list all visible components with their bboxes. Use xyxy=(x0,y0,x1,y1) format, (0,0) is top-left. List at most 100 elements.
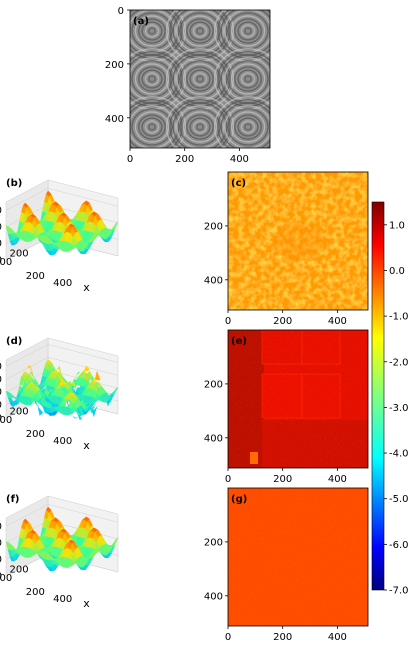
speckle-noise xyxy=(130,10,270,148)
panel-e-axes: 200 400 0 200 400 xyxy=(204,379,347,485)
z-tick-label: 0 xyxy=(0,571,2,582)
surface-patch xyxy=(74,371,81,381)
panel-a: (a) 0 200 400 0 200 400 xyxy=(105,6,271,165)
panel-g-frame xyxy=(227,487,369,627)
z-tick-label: 60 xyxy=(0,205,2,216)
panel-label-d: (d) xyxy=(6,336,22,347)
surface-patch xyxy=(69,408,75,415)
surface-patch xyxy=(31,396,37,404)
x-tick-label: 400 xyxy=(328,632,347,643)
z-tick-label: 0 xyxy=(0,255,2,266)
panel-c-axes: 200 400 0 200 400 xyxy=(204,221,347,327)
x-tick-label: 200 xyxy=(26,587,45,598)
heatmap-c-center xyxy=(274,221,322,261)
panel-label-a: (a) xyxy=(133,16,149,27)
x-tick-label: 200 xyxy=(273,474,292,485)
surface-patch xyxy=(10,399,17,409)
x-tick-label: 200 xyxy=(26,271,45,282)
z-tick-label: 20 xyxy=(0,400,2,411)
y-tick-label: 200 xyxy=(204,537,223,548)
z-tick-label: 20 xyxy=(0,554,2,565)
surface-patch xyxy=(19,375,25,386)
surface-patch xyxy=(72,562,79,566)
grid-line xyxy=(5,504,119,527)
colorbar-tick-label: 1.0 xyxy=(389,220,405,231)
z-tick-label: 40 xyxy=(0,222,2,233)
colorbar-tick-label: -6.0 xyxy=(389,540,409,551)
heatmap-g-texture xyxy=(228,488,368,626)
surface-patch xyxy=(109,391,115,395)
panel-a-frame xyxy=(129,9,271,149)
x-tick-label: 0 xyxy=(127,154,133,165)
x-tick-label: 200 xyxy=(273,632,292,643)
x-tick-label: 0 xyxy=(225,474,231,485)
y-tick-label: 200 xyxy=(204,221,223,232)
colorbar-tick-label: -1.0 xyxy=(389,312,409,323)
panel-d: (d) 020406080200400y200400x xyxy=(0,336,119,452)
surface-patch xyxy=(33,378,39,385)
x-tick-label: 400 xyxy=(230,154,249,165)
x-tick-label: 0 xyxy=(225,316,231,327)
panel-label-f: (f) xyxy=(6,494,20,505)
y-tick-label: 400 xyxy=(204,275,223,286)
surface-patch xyxy=(26,365,33,373)
surface-patch xyxy=(42,406,49,415)
y-tick-label: 400 xyxy=(105,114,124,125)
colorbar-ticks: 1.0 0.0 -1.0 -2.0 -3.0 -4.0 -5.0 -6.0 -7.0 xyxy=(384,220,409,597)
surface-patch xyxy=(94,370,101,381)
surface-patch xyxy=(72,246,79,250)
surface-patch xyxy=(28,397,34,406)
colorbar-tick-label: 0.0 xyxy=(389,266,405,277)
surface-patch xyxy=(44,386,50,397)
surface-f: 0204060200400y200400x xyxy=(0,495,119,610)
colorbar-gradient xyxy=(371,201,385,591)
z-tick-label: 20 xyxy=(0,238,2,249)
x-tick-label: 400 xyxy=(328,474,347,485)
surface-patch xyxy=(59,376,65,387)
y-tick-label: 400 xyxy=(0,257,12,268)
surface-patch xyxy=(74,408,81,415)
z-tick-label: 0 xyxy=(0,413,2,424)
y-tick-label: 200 xyxy=(10,565,29,576)
colorbar-tick-label: -5.0 xyxy=(389,494,409,505)
surface-patch xyxy=(89,403,96,414)
z-tick-label: 40 xyxy=(0,538,2,549)
colorbar-tick-label: -3.0 xyxy=(389,403,409,414)
panel-c: (c) 200 400 0 200 400 xyxy=(204,171,369,327)
surface-patch xyxy=(17,387,23,394)
surface-patch xyxy=(84,365,90,372)
x-axis-label: x xyxy=(83,597,90,610)
y-tick-label: 200 xyxy=(105,60,124,71)
x-tick-label: 200 xyxy=(175,154,194,165)
surface-patch xyxy=(95,399,101,402)
x-axis-label: x xyxy=(83,281,90,294)
z-tick-label: 80 xyxy=(0,361,2,372)
grid-line xyxy=(5,188,119,211)
surface-patch xyxy=(93,390,100,401)
panel-b: (b) 0204060200400y200400x xyxy=(0,178,119,294)
surface-patch xyxy=(91,406,98,418)
surface-patch xyxy=(71,379,77,389)
y-tick-label: 200 xyxy=(204,379,223,390)
panel-e-frame xyxy=(227,329,369,469)
x-tick-label: 400 xyxy=(53,436,72,447)
panel-f: (f) 0204060200400y200400x xyxy=(0,494,119,610)
surface-patch xyxy=(37,406,44,416)
y-tick-label: 0 xyxy=(118,6,124,17)
surface-b: 0204060200400y200400x xyxy=(0,179,119,294)
x-axis-label: x xyxy=(83,439,90,452)
surface-patch xyxy=(78,407,84,417)
colorbar-tick-label: -7.0 xyxy=(389,586,409,597)
surface-patch xyxy=(85,374,91,384)
z-tick-label: 40 xyxy=(0,387,2,398)
x-tick-label: 0 xyxy=(225,632,231,643)
x-tick-label: 400 xyxy=(328,316,347,327)
y-tick-label: 200 xyxy=(10,407,29,418)
grid-line xyxy=(5,344,119,367)
panel-g-axes: 200 400 0 200 400 xyxy=(204,537,347,643)
grid-line xyxy=(5,357,119,380)
panel-label-g: (g) xyxy=(231,494,247,505)
z-tick-label: 60 xyxy=(0,521,2,532)
heatmap-c-texture xyxy=(228,172,368,310)
